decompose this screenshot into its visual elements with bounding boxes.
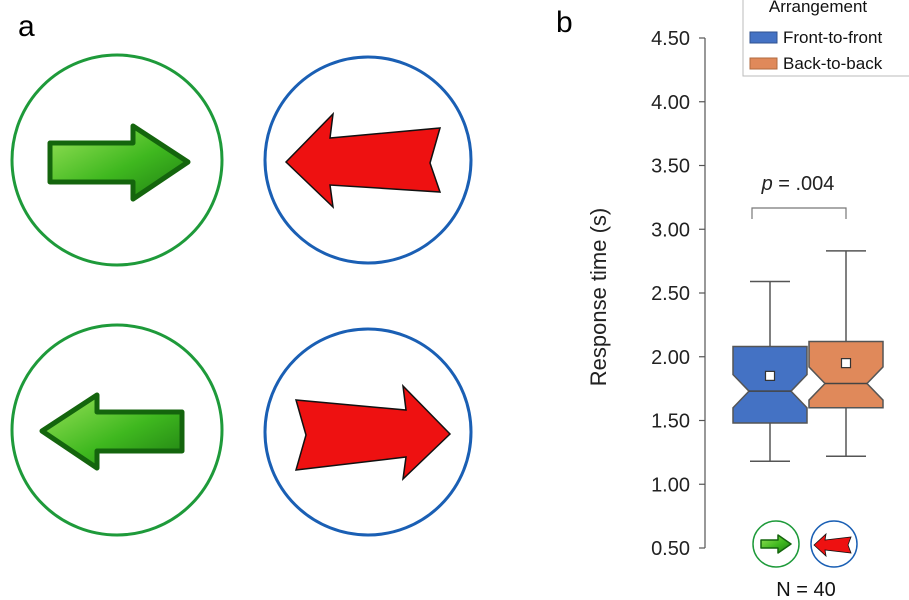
green-ring xyxy=(10,323,224,537)
green-ring xyxy=(10,53,224,267)
small-blue-ring xyxy=(810,520,858,568)
mean-marker xyxy=(764,370,776,381)
legend-title: Arrangement xyxy=(769,0,868,16)
y-tick-label: 2.00 xyxy=(651,347,690,369)
y-tick-label: 3.50 xyxy=(651,156,690,178)
box-back-to-back xyxy=(808,250,884,457)
green-right-arrow-icon xyxy=(47,123,191,202)
y-tick-label: 2.50 xyxy=(651,283,690,305)
y-tick-label: 3.00 xyxy=(651,219,690,241)
y-tick-label: 4.50 xyxy=(651,28,690,50)
stimulus-front-to-front-left xyxy=(10,323,224,537)
small-green-ring xyxy=(752,520,800,568)
condition-icons xyxy=(752,520,858,568)
green-left-arrow-icon xyxy=(39,392,185,471)
significance-bracket: p = .004 xyxy=(751,173,847,219)
stimulus-back-to-back-left xyxy=(263,55,473,265)
legend: Arrangement Front-to-front Back-to-back xyxy=(742,0,909,77)
blue-ring xyxy=(263,327,473,537)
small-green-right-arrow-icon xyxy=(760,534,792,554)
box-front-to-front xyxy=(732,280,808,463)
stimulus-back-to-back-right xyxy=(263,327,473,537)
n-label: N = 40 xyxy=(776,579,835,600)
p-value-label: p = .004 xyxy=(761,173,835,195)
legend-swatch-front-to-front xyxy=(749,31,778,44)
bracket-line xyxy=(751,207,847,219)
legend-label-back-to-back: Back-to-back xyxy=(783,54,883,73)
y-tick-label: 1.00 xyxy=(651,474,690,496)
p-symbol: p xyxy=(761,173,773,195)
stimulus-front-to-front-right xyxy=(10,53,224,267)
notched-box xyxy=(732,345,808,424)
p-value: = .004 xyxy=(773,173,835,195)
y-tick-label: 1.50 xyxy=(651,411,690,433)
small-red-left-arrow-icon xyxy=(813,532,852,558)
red-right-arrow-icon xyxy=(294,383,452,482)
blue-ring xyxy=(263,55,473,265)
legend-label-front-to-front: Front-to-front xyxy=(783,28,882,47)
y-axis-title: Response time (s) xyxy=(586,208,611,387)
panel-a-letter: a xyxy=(18,10,35,43)
y-ticks: 0.50 1.00 1.50 2.00 2.50 3.00 3.50 4.00 4.50 xyxy=(651,28,705,560)
panel-b-letter: b xyxy=(556,6,573,39)
red-left-arrow-icon xyxy=(284,111,442,210)
notched-box xyxy=(808,340,884,409)
legend-swatch-back-to-back xyxy=(749,57,778,70)
y-tick-label: 0.50 xyxy=(651,538,690,560)
mean-marker xyxy=(840,358,852,369)
boxplots xyxy=(732,250,884,463)
y-tick-label: 4.00 xyxy=(651,92,690,114)
